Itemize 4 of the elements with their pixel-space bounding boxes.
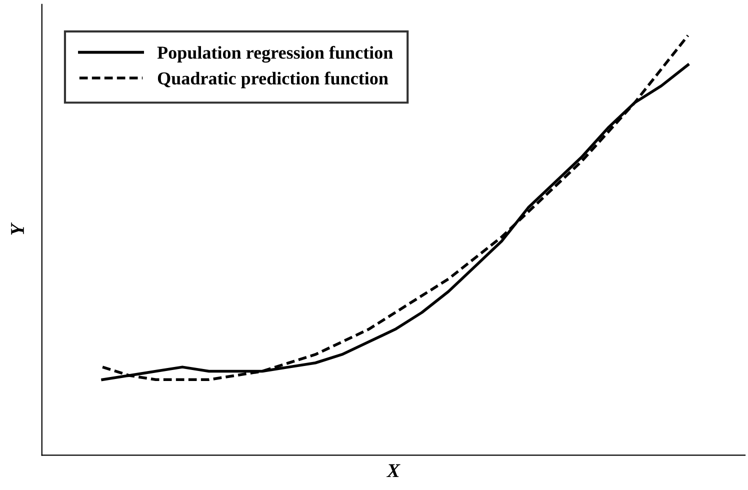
legend-label: Quadratic prediction function [158,72,388,88]
y-axis-title: Y [11,222,24,235]
x-axis-title: X [386,464,400,478]
legend-label: Population regression function [157,46,393,63]
